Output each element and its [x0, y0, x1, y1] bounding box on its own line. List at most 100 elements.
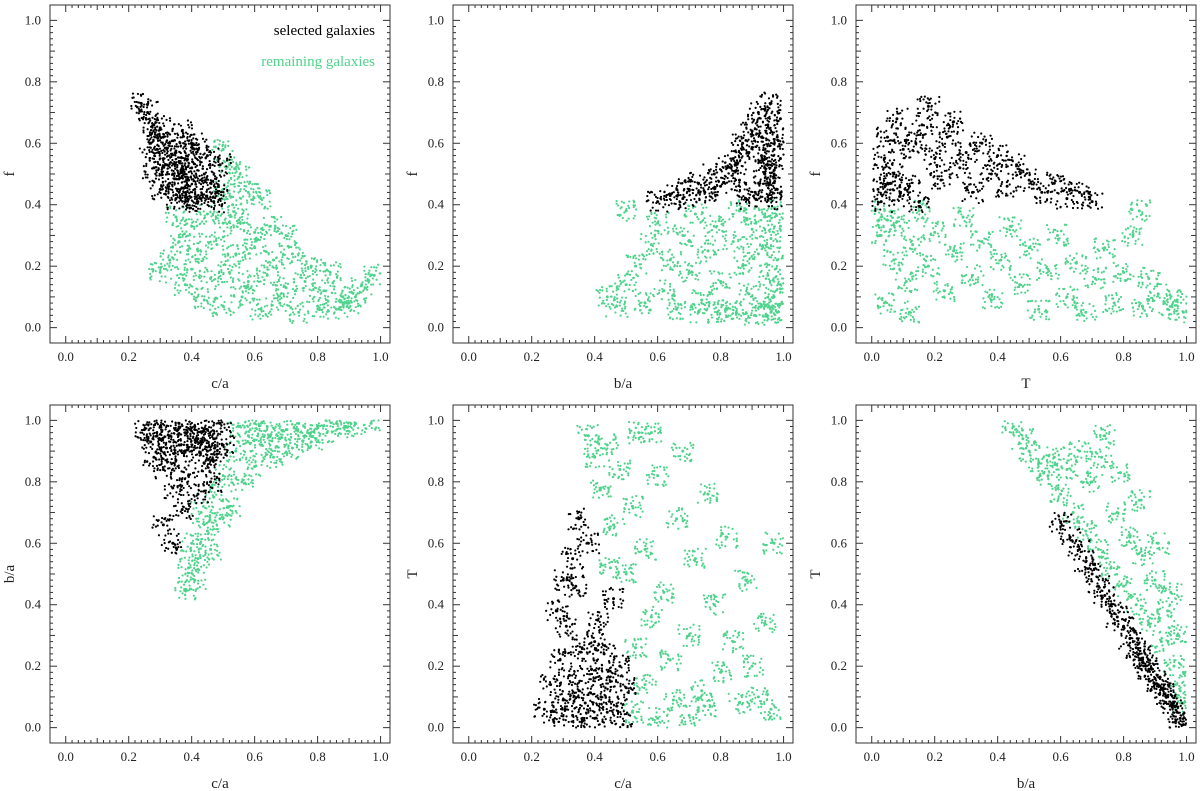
data-point-cloud	[311, 315, 314, 318]
data-point-cloud	[751, 133, 754, 136]
data-point-cloud	[227, 208, 230, 211]
data-point-cloud	[195, 220, 198, 224]
data-point-cloud	[688, 188, 691, 192]
data-point-cloud	[760, 211, 764, 214]
data-point-cloud	[255, 267, 259, 270]
data-point-cloud	[167, 211, 170, 215]
data-point-cloud	[658, 202, 661, 205]
data-point-cloud	[244, 297, 247, 300]
data-point-cloud	[225, 165, 228, 168]
data-point-cloud	[675, 227, 678, 230]
data-point-cloud	[266, 315, 269, 318]
data-point	[750, 227, 754, 231]
data-point-cloud	[186, 244, 189, 247]
data-point-cloud	[257, 187, 260, 190]
data-point-cloud	[221, 207, 224, 210]
data-point-cloud	[755, 248, 759, 251]
data-point-cloud	[722, 248, 725, 251]
data-point-cloud	[758, 116, 761, 119]
data-point-cloud	[768, 230, 771, 233]
data-point-cloud	[617, 276, 620, 279]
data-point-cloud	[213, 210, 216, 213]
data-point-cloud	[226, 234, 229, 237]
data-point-cloud	[195, 141, 198, 145]
data-point-cloud	[257, 280, 261, 284]
data-point-cloud	[243, 181, 246, 184]
data-point-cloud	[657, 220, 660, 223]
data-point-cloud	[162, 144, 165, 147]
data-point-cloud	[198, 223, 201, 226]
data-point-cloud	[229, 256, 232, 259]
data-point-cloud	[248, 252, 252, 255]
data-point-cloud	[151, 122, 154, 125]
data-point-cloud	[703, 227, 706, 230]
data-point-cloud	[227, 140, 230, 143]
data-point-cloud	[762, 315, 765, 318]
data-point-cloud	[288, 304, 291, 307]
data-point-cloud	[225, 280, 229, 283]
data-point-cloud	[238, 279, 241, 282]
data-point-cloud	[217, 160, 220, 163]
data-point-cloud	[261, 276, 264, 279]
data-point-cloud	[770, 207, 773, 211]
data-point-cloud	[731, 215, 735, 218]
data-point-cloud	[736, 144, 740, 147]
data-point-cloud	[730, 243, 733, 246]
data-point-cloud	[226, 254, 229, 257]
x-tick-label: 0.8	[309, 349, 325, 364]
data-point-cloud	[153, 154, 156, 157]
data-point-cloud	[767, 163, 770, 167]
data-point-cloud	[325, 301, 328, 305]
data-point-cloud	[278, 295, 282, 298]
data-point-cloud	[732, 236, 736, 239]
data-point-cloud	[734, 171, 737, 174]
data-point-cloud	[195, 152, 198, 156]
data-point-cloud	[740, 156, 743, 159]
data-point-cloud	[733, 163, 736, 166]
data-point-cloud	[206, 270, 209, 273]
data-point-cloud	[166, 206, 169, 209]
data-point-cloud	[624, 312, 627, 315]
data-point	[605, 295, 609, 299]
data-point-cloud	[223, 198, 226, 201]
data-point-cloud	[370, 266, 373, 269]
data-point-cloud	[691, 308, 694, 311]
data-point-cloud	[168, 154, 171, 157]
data-point-cloud	[717, 278, 720, 282]
data-point-cloud	[233, 174, 236, 178]
data-point-cloud	[133, 100, 136, 104]
data-point-cloud	[168, 145, 171, 148]
data-point-cloud	[349, 304, 352, 307]
data-point-cloud	[737, 194, 740, 198]
data-point-cloud	[161, 151, 164, 155]
data-point-cloud	[755, 169, 758, 172]
data-point-cloud	[736, 172, 740, 175]
data-point-cloud	[717, 219, 720, 222]
data-point-cloud	[171, 129, 174, 133]
data-point-cloud	[149, 99, 152, 102]
data-point-cloud	[666, 263, 669, 266]
data-point-cloud	[226, 181, 230, 184]
data-point-cloud	[738, 156, 741, 159]
data-point-cloud	[192, 201, 195, 204]
data-point-cloud	[752, 155, 755, 158]
data-point-cloud	[137, 101, 140, 104]
data-point-cloud	[781, 147, 784, 151]
data-point-cloud	[185, 274, 188, 277]
data-point-cloud	[272, 259, 275, 262]
data-point-cloud	[197, 193, 200, 197]
data-point-cloud	[173, 286, 177, 290]
data-point-cloud	[773, 119, 776, 122]
data-point-cloud	[190, 127, 194, 130]
data-point-cloud	[285, 238, 289, 241]
data-point-cloud	[749, 235, 752, 238]
data-point-cloud	[754, 304, 757, 307]
scatter-panel-3: 0.0 0.2 0.4 0.6 0.8 1.00.00.20.40.60.81.0Tf	[808, 4, 1197, 392]
data-point-cloud	[713, 307, 716, 310]
data-point-cloud	[249, 237, 252, 241]
data-point-cloud	[322, 261, 325, 264]
data-point-cloud	[769, 228, 772, 231]
data-point-cloud	[270, 300, 274, 303]
data-point-cloud	[708, 192, 711, 195]
data-point-cloud	[735, 209, 738, 212]
